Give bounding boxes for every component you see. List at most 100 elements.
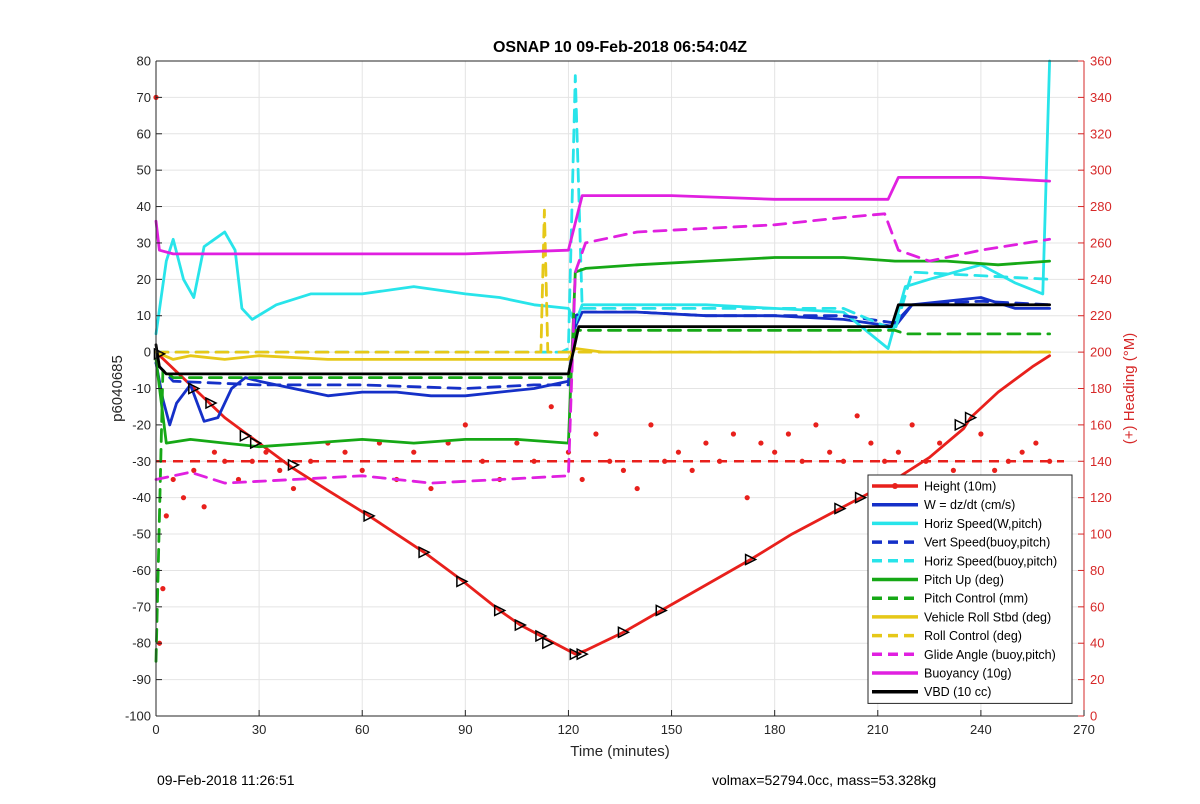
heading-point <box>1047 458 1053 464</box>
height-marker <box>617 626 631 639</box>
heading-point <box>772 449 778 455</box>
height-marker <box>514 618 528 632</box>
legend-label: Pitch Up (deg) <box>924 573 1004 587</box>
heading-point <box>170 476 176 483</box>
heading-point <box>675 449 682 455</box>
heading-point <box>191 467 197 473</box>
heading-point <box>180 495 187 501</box>
height-marker <box>493 604 507 617</box>
y-tick-label-right: 280 <box>1090 199 1112 214</box>
y-tick-label: -100 <box>125 709 151 724</box>
y-tick-label: -30 <box>132 454 151 469</box>
height-marker <box>569 647 582 661</box>
y-tick-label: -60 <box>132 563 151 578</box>
series-line-vehicle-roll-stbd-deg <box>154 347 1051 361</box>
y-tick-label: 10 <box>137 308 151 323</box>
x-tick-label: 60 <box>355 722 369 737</box>
heading-point <box>1019 449 1025 455</box>
y-tick-label: 80 <box>137 54 151 69</box>
legend-label: W = dz/dt (cm/s) <box>924 498 1015 512</box>
heading-point <box>342 449 348 455</box>
height-marker <box>655 604 668 617</box>
height-marker <box>205 396 218 410</box>
heading-point <box>359 467 365 473</box>
legend-label: Height (10m) <box>924 480 996 494</box>
heading-point <box>308 458 314 464</box>
heading-point <box>607 458 613 464</box>
legend-label: Pitch Control (mm) <box>924 592 1028 606</box>
heading-point <box>868 440 874 446</box>
height-marker <box>964 411 978 424</box>
x-tick-label: 180 <box>764 722 786 737</box>
y-tick-label-right: 200 <box>1090 345 1112 360</box>
series-lines <box>154 59 1051 663</box>
footer-mass-info: volmax=52794.0cc, mass=53.328kg <box>712 772 937 788</box>
legend-label: Roll Control (deg) <box>924 629 1022 643</box>
y-tick-label: 30 <box>137 235 151 250</box>
series-line-height-10m <box>154 350 1051 656</box>
x-tick-label: 240 <box>970 722 992 737</box>
y-tick-label-right: 100 <box>1090 527 1112 542</box>
heading-point <box>978 431 984 437</box>
heading-point <box>277 467 283 473</box>
x-tick-label: 270 <box>1073 722 1095 737</box>
heading-point <box>163 513 169 519</box>
y-tick-label-right: 80 <box>1090 563 1104 578</box>
heading-point <box>703 440 709 446</box>
y-tick-label-right: 180 <box>1090 381 1112 396</box>
height-marker <box>834 502 847 515</box>
heading-point <box>840 458 847 464</box>
heading-point <box>201 504 207 510</box>
heading-point <box>634 485 640 492</box>
y-axis-label-right: (+) Heading (°M) <box>1121 333 1138 444</box>
y-tick-label-right: 0 <box>1090 709 1097 724</box>
series-line-vbd-10-cc <box>154 303 1051 376</box>
heading-point <box>689 467 695 473</box>
height-marker <box>535 629 548 643</box>
y-tick-label-right: 300 <box>1090 163 1112 178</box>
height-marker <box>456 575 469 588</box>
series-line-horiz-speed-buoy-pitch <box>154 74 1051 354</box>
heading-point <box>799 458 805 464</box>
y-tick-label: -70 <box>132 599 151 614</box>
height-marker <box>954 418 967 432</box>
y-tick-label: 50 <box>137 163 151 178</box>
heading-point <box>758 440 764 446</box>
y-tick-label-right: 320 <box>1090 126 1112 141</box>
heading-point <box>531 458 537 464</box>
series-line-vert-speed-buoy-pitch <box>154 299 1051 390</box>
y-axis-label: p6040685 <box>109 355 126 422</box>
heading-point <box>662 458 668 464</box>
heading-point <box>730 431 737 437</box>
y-tick-label-right: 60 <box>1090 599 1104 614</box>
y-tick-label: 70 <box>137 90 151 105</box>
legend-label: Horiz Speed(buoy,pitch) <box>924 554 1057 568</box>
legend-label: VBD (10 cc) <box>924 685 991 699</box>
heading-point <box>909 422 915 428</box>
series-line-w-dz-dt-cm-s <box>154 296 1051 427</box>
heading-point <box>950 467 956 473</box>
height-marker <box>249 436 263 450</box>
legend-marker <box>892 483 898 489</box>
y-tick-label: -10 <box>132 381 151 396</box>
heading-point <box>620 467 627 473</box>
x-tick-label: 0 <box>152 722 159 737</box>
heading-point <box>290 485 297 492</box>
y-tick-label-right: 40 <box>1090 636 1104 651</box>
heading-point <box>235 476 242 483</box>
heading-point <box>827 449 833 455</box>
y-tick-label-right: 160 <box>1090 417 1112 432</box>
heading-point <box>222 458 228 464</box>
x-axis-label: Time (minutes) <box>570 743 669 760</box>
series-line-glide-angle-buoy-pitch <box>154 212 1051 485</box>
heading-point <box>744 495 750 501</box>
legend-label: Vert Speed(buoy,pitch) <box>924 536 1050 550</box>
y-tick-label-right: 240 <box>1090 272 1112 287</box>
heading-point <box>717 458 723 464</box>
heading-point <box>160 586 166 592</box>
legend-box <box>867 474 1073 704</box>
legend: Height (10m) W = dz/dt (cm/s) Horiz Speed(… <box>867 474 1073 704</box>
heading-point <box>648 422 654 428</box>
y-tick-label: 40 <box>137 199 151 214</box>
heading-point <box>548 404 554 410</box>
